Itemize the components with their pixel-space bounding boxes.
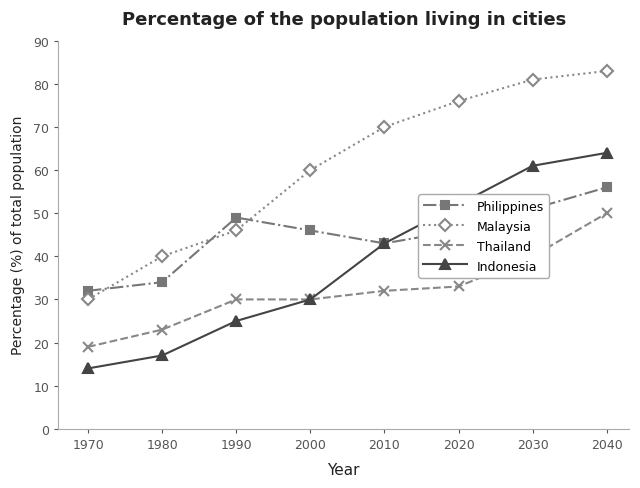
Legend: Philippines, Malaysia, Thailand, Indonesia: Philippines, Malaysia, Thailand, Indones…: [419, 195, 549, 278]
Thailand: [84, 344, 92, 350]
Malaysia: [454, 99, 462, 105]
Indonesia: [84, 366, 92, 371]
Indonesia: [307, 297, 314, 303]
Y-axis label: Percentage (%) of total population: Percentage (%) of total population: [11, 116, 25, 355]
Thailand: [307, 297, 314, 303]
Malaysia: [158, 254, 166, 260]
Thailand: [454, 284, 462, 290]
Line: Indonesia: Indonesia: [83, 149, 612, 373]
Philippines: [307, 228, 314, 234]
Philippines: [232, 215, 240, 221]
Philippines: [603, 185, 611, 191]
Indonesia: [454, 202, 462, 208]
Indonesia: [158, 353, 166, 359]
Philippines: [158, 280, 166, 285]
Indonesia: [603, 151, 611, 157]
Malaysia: [603, 69, 611, 75]
Philippines: [381, 241, 388, 247]
Line: Malaysia: Malaysia: [84, 68, 611, 304]
Line: Philippines: Philippines: [84, 184, 611, 295]
Title: Percentage of the population living in cities: Percentage of the population living in c…: [122, 11, 566, 29]
Malaysia: [307, 168, 314, 174]
Philippines: [529, 206, 536, 212]
Thailand: [381, 288, 388, 294]
Philippines: [454, 228, 462, 234]
Line: Thailand: Thailand: [83, 209, 612, 352]
Thailand: [529, 254, 536, 260]
Indonesia: [232, 318, 240, 324]
Thailand: [158, 327, 166, 333]
Thailand: [232, 297, 240, 303]
Philippines: [84, 288, 92, 294]
Indonesia: [381, 241, 388, 247]
Thailand: [603, 211, 611, 217]
Malaysia: [84, 297, 92, 303]
Indonesia: [529, 163, 536, 169]
Malaysia: [381, 125, 388, 131]
X-axis label: Year: Year: [328, 462, 360, 477]
Malaysia: [232, 228, 240, 234]
Malaysia: [529, 78, 536, 83]
